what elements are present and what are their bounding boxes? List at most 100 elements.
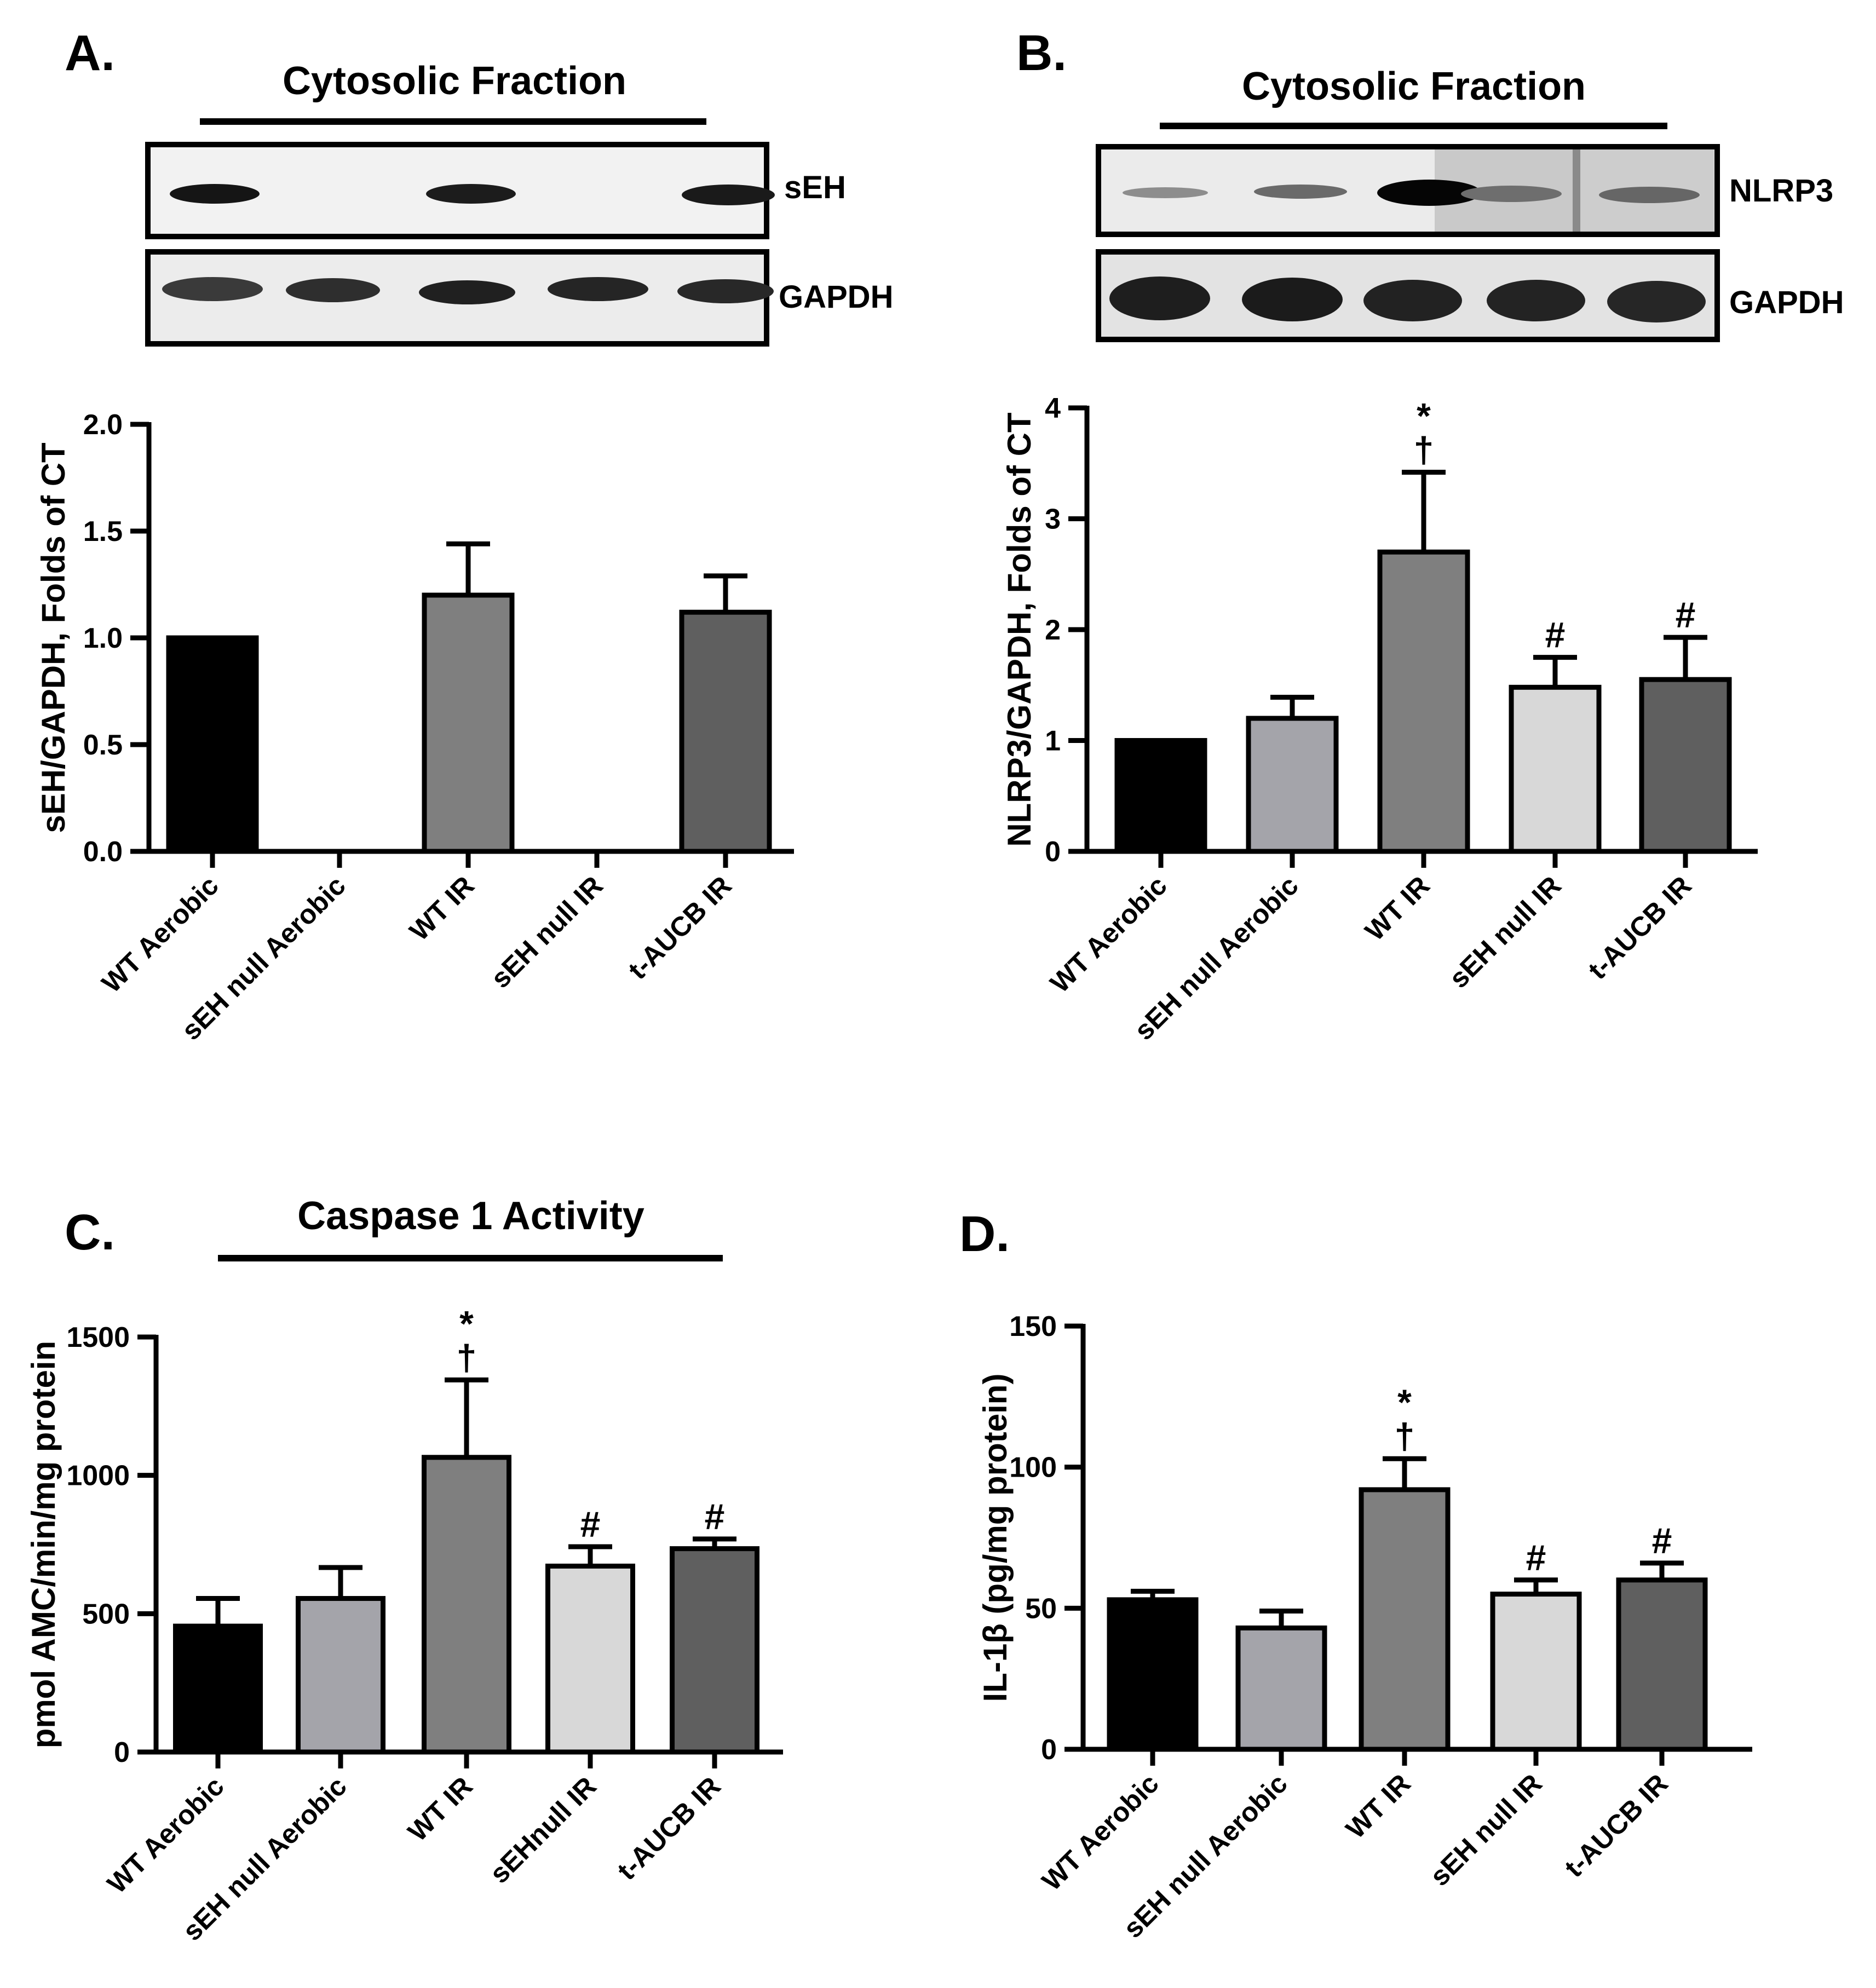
- y-tick-label-d-3: 150: [1009, 1311, 1057, 1342]
- y-tick-label-c-3: 1500: [66, 1322, 130, 1353]
- y-axis-label-a: sEH/GAPDH, Folds of CT: [35, 442, 72, 833]
- panel-d: D.: [959, 1206, 1010, 1262]
- bar-d-1: [1107, 1597, 1199, 1752]
- blot-b-nlrp3-band-4: [1461, 186, 1562, 202]
- bar-d-5: [1616, 1577, 1708, 1752]
- y-axis-label-b: NLRP3/GAPDH, Folds of CT: [1001, 412, 1038, 846]
- x-tick-label-c-4: sEHnull IR: [484, 1771, 602, 1889]
- sig-c-3-1: *: [459, 1303, 474, 1344]
- bar-a-3: [422, 592, 515, 854]
- blot-a-top-label: sEH: [784, 170, 846, 205]
- x-tick-label-a-4: sEH null IR: [485, 870, 609, 994]
- sig-b-3-2: †: [1414, 429, 1434, 470]
- blot-a-gapdh-band-5: [677, 279, 774, 303]
- bar-c-2: [296, 1596, 385, 1755]
- bar-b-5: [1639, 677, 1732, 854]
- bar-d-4: [1490, 1592, 1582, 1752]
- panel-a: A. Cytosolic Fraction sEH GAPDH: [65, 25, 893, 347]
- panel-c: C. Caspase 1 Activity: [65, 1194, 723, 1261]
- y-tick-label-a-3: 1.5: [83, 516, 123, 548]
- blot-a-gapdh-band-1: [162, 277, 263, 301]
- x-tick-label-b-3: WT IR: [1359, 870, 1436, 947]
- blot-b-nlrp3-band-1: [1123, 187, 1208, 198]
- blot-a-gapdh-band-2: [286, 278, 380, 302]
- bar-c-3: [422, 1455, 511, 1755]
- blot-b-nlrp3-band-5: [1599, 187, 1700, 203]
- bar-c-1: [173, 1623, 263, 1755]
- y-tick-label-a-2: 1.0: [83, 623, 123, 654]
- y-tick-label-a-0: 0.0: [83, 836, 123, 868]
- x-tick-label-c-5: t-AUCB IR: [611, 1771, 726, 1886]
- blot-a-bottom-label: GAPDH: [779, 279, 893, 315]
- panel-d-letter: D.: [959, 1206, 1010, 1262]
- bar-d-2: [1235, 1625, 1327, 1752]
- blot-a-seh-band-5: [682, 185, 775, 205]
- x-tick-label-c-1: WT Aerobic: [101, 1771, 230, 1899]
- bar-b-3: [1377, 549, 1470, 854]
- bar-c-4: [545, 1563, 635, 1755]
- y-tick-label-c-2: 1000: [66, 1460, 130, 1492]
- blot-b: NLRP3 GAPDH: [1096, 144, 1844, 342]
- bar-a-1: [166, 635, 259, 854]
- blot-b-gapdh-band-5: [1607, 281, 1706, 322]
- blot-a: sEH GAPDH: [145, 142, 893, 347]
- sig-c-4-1: #: [580, 1504, 601, 1545]
- blot-b-gapdh-band-2: [1242, 278, 1343, 321]
- bar-b-4: [1509, 684, 1602, 854]
- y-tick-label-b-3: 3: [1045, 504, 1061, 535]
- bar-c-5: [670, 1546, 759, 1755]
- blot-b-gapdh-band-4: [1487, 280, 1585, 321]
- blot-a-seh-band-1: [170, 184, 260, 204]
- y-tick-label-b-0: 0: [1045, 836, 1061, 868]
- bar-d-3: [1359, 1487, 1451, 1752]
- sig-b-4-1: #: [1545, 615, 1566, 655]
- x-tick-label-d-1: WT Aerobic: [1036, 1768, 1165, 1897]
- x-tick-label-b-1: WT Aerobic: [1044, 870, 1173, 999]
- blot-b-gapdh-band-3: [1363, 280, 1462, 321]
- blot-b-lane-divider: [1573, 149, 1580, 232]
- sig-d-3-1: *: [1397, 1382, 1412, 1422]
- panel-c-title: Caspase 1 Activity: [297, 1194, 644, 1238]
- y-axis-label-d: IL-1β (pg/mg protein): [977, 1374, 1014, 1702]
- panel-b: B. Cytosolic Fraction NLRP3 GAPDH: [1016, 25, 1844, 342]
- sig-d-5-1: #: [1652, 1520, 1672, 1561]
- y-tick-label-b-2: 2: [1045, 614, 1061, 646]
- blot-b-top-label: NLRP3: [1729, 173, 1833, 209]
- x-tick-label-a-3: WT IR: [404, 870, 480, 947]
- y-tick-label-b-4: 4: [1045, 393, 1061, 424]
- blot-a-seh-band-3: [426, 184, 516, 204]
- panel-b-letter: B.: [1016, 25, 1067, 81]
- blot-b-nlrp3-band-3: [1377, 180, 1481, 206]
- blot-b-nlrp3-band-2: [1254, 185, 1347, 199]
- sig-c-5-1: #: [705, 1496, 725, 1537]
- y-axis-label-c: pmol AMC/min/mg protein: [25, 1341, 62, 1748]
- x-tick-label-c-3: WT IR: [402, 1771, 479, 1847]
- x-tick-label-a-5: t-AUCB IR: [622, 870, 737, 985]
- sig-b-3-1: *: [1417, 395, 1431, 436]
- x-tick-label-d-5: t-AUCB IR: [1558, 1768, 1673, 1883]
- sig-d-4-1: #: [1526, 1537, 1546, 1578]
- y-tick-label-b-1: 1: [1045, 725, 1061, 757]
- x-tick-label-b-4: sEH null IR: [1443, 870, 1567, 994]
- panel-b-title: Cytosolic Fraction: [1242, 65, 1586, 108]
- y-tick-label-a-1: 0.5: [83, 729, 123, 761]
- panel-a-title: Cytosolic Fraction: [283, 59, 626, 103]
- bar-b-1: [1114, 738, 1207, 854]
- y-tick-label-c-1: 500: [82, 1598, 130, 1630]
- x-tick-label-d-3: WT IR: [1340, 1768, 1417, 1845]
- y-tick-label-d-1: 50: [1025, 1593, 1057, 1624]
- x-tick-label-a-1: WT Aerobic: [96, 870, 225, 999]
- y-tick-label-c-0: 0: [114, 1737, 130, 1768]
- x-tick-label-b-5: t-AUCB IR: [1582, 870, 1697, 985]
- sig-d-3-2: †: [1395, 1416, 1415, 1456]
- sig-b-5-1: #: [1676, 595, 1696, 635]
- bar-a-5: [679, 609, 772, 854]
- blot-b-bottom-label: GAPDH: [1729, 285, 1844, 320]
- blot-b-gapdh-band-1: [1109, 276, 1210, 320]
- bar-b-2: [1246, 716, 1339, 854]
